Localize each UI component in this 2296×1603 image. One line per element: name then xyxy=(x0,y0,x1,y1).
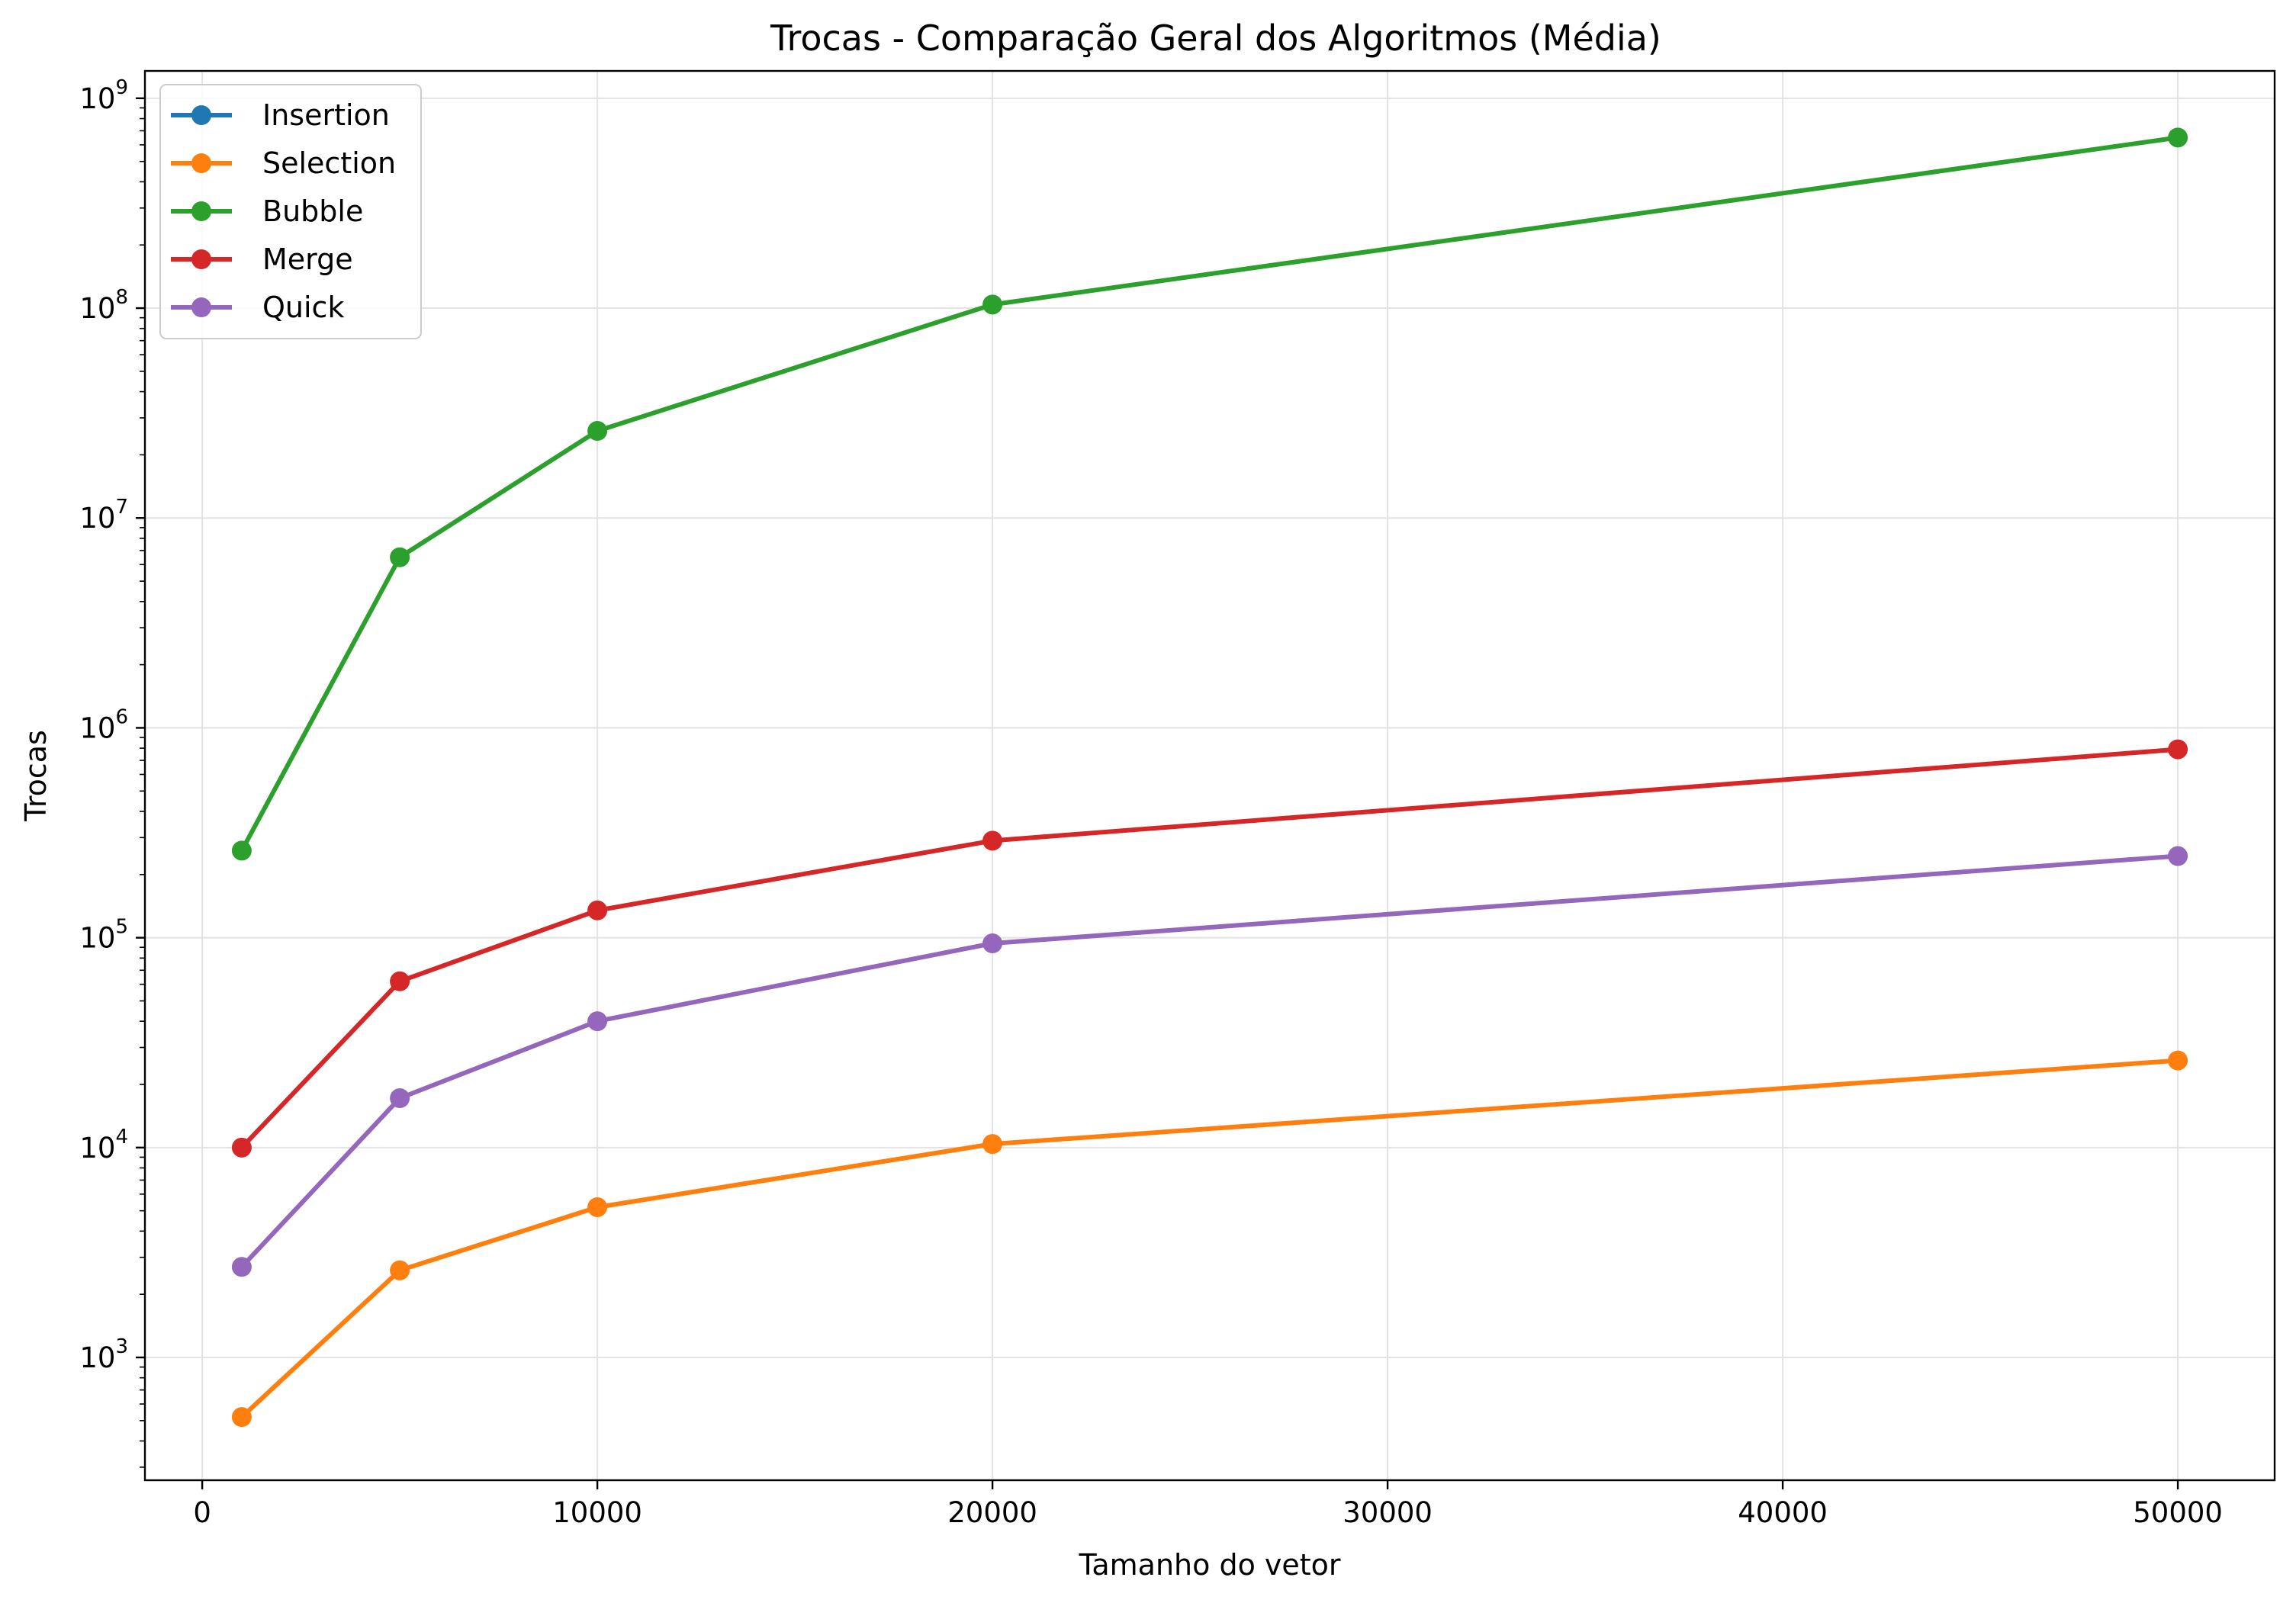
legend-label: Selection xyxy=(262,146,396,180)
series-layer xyxy=(231,127,2188,1428)
data-point-bubble xyxy=(231,840,252,861)
legend-item-merge: Merge xyxy=(171,243,353,276)
data-point-merge xyxy=(587,900,608,920)
data-point-bubble xyxy=(2168,127,2188,148)
legend-box xyxy=(159,84,422,339)
legend-label: Insertion xyxy=(262,98,390,132)
y-tick-label: 106 xyxy=(79,705,128,744)
data-point-bubble xyxy=(982,294,1003,315)
legend: Insertion Selection Bubble Merge Quick xyxy=(159,84,422,339)
data-point-merge xyxy=(2168,739,2188,760)
data-point-merge xyxy=(982,830,1003,851)
data-point-selection xyxy=(587,1197,608,1217)
legend-item-selection: Selection xyxy=(171,146,396,180)
legend-swatch-marker xyxy=(191,249,211,269)
data-point-quick xyxy=(2168,846,2188,866)
y-tick-label: 103 xyxy=(79,1335,128,1374)
data-point-quick xyxy=(982,933,1003,954)
legend-item-bubble: Bubble xyxy=(171,194,363,228)
series-bubble xyxy=(231,127,2188,861)
series-selection xyxy=(231,1050,2188,1428)
data-point-selection xyxy=(390,1260,410,1280)
series-quick xyxy=(231,846,2188,1277)
data-point-quick xyxy=(587,1011,608,1032)
series-merge xyxy=(231,739,2188,1158)
legend-label: Merge xyxy=(262,243,353,276)
data-point-quick xyxy=(390,1088,410,1109)
plot-frame xyxy=(143,69,2276,1482)
x-tick-label: 20000 xyxy=(947,1496,1037,1529)
legend-swatch-marker xyxy=(191,105,211,125)
legend-swatch-marker xyxy=(191,297,211,317)
y-tick-label: 109 xyxy=(79,76,128,115)
legend-item-insertion: Insertion xyxy=(171,98,390,132)
data-point-selection xyxy=(2168,1050,2188,1071)
data-point-bubble xyxy=(587,421,608,442)
y-tick-label: 107 xyxy=(79,496,128,535)
x-tick-label: 40000 xyxy=(1738,1496,1828,1529)
data-point-merge xyxy=(231,1137,252,1158)
x-axis-label: Tamanho do vetor xyxy=(1078,1548,1340,1582)
y-tick-label: 104 xyxy=(79,1126,128,1165)
data-point-selection xyxy=(982,1134,1003,1155)
axis-ticks: 0 10000 20000 30000 40000 50000 103 104 105 106 10… xyxy=(79,76,2223,1529)
x-tick-label: 10000 xyxy=(552,1496,642,1529)
x-tick-label: 50000 xyxy=(2133,1496,2223,1529)
y-tick-label: 105 xyxy=(79,916,128,955)
legend-swatch-marker xyxy=(191,153,211,173)
legend-item-quick: Quick xyxy=(171,291,344,324)
chart-title: Trocas - Comparação Geral dos Algoritmos… xyxy=(770,18,1661,59)
legend-label: Quick xyxy=(262,291,344,324)
legend-label: Bubble xyxy=(262,194,363,228)
data-point-selection xyxy=(231,1407,252,1428)
data-point-bubble xyxy=(390,547,410,567)
legend-swatch-marker xyxy=(191,201,211,221)
y-tick-label: 108 xyxy=(79,286,128,325)
x-tick-label: 30000 xyxy=(1343,1496,1433,1529)
y-axis-label: Trocas xyxy=(19,730,53,822)
data-point-merge xyxy=(390,971,410,991)
x-tick-label: 0 xyxy=(193,1496,211,1529)
data-point-quick xyxy=(231,1257,252,1277)
